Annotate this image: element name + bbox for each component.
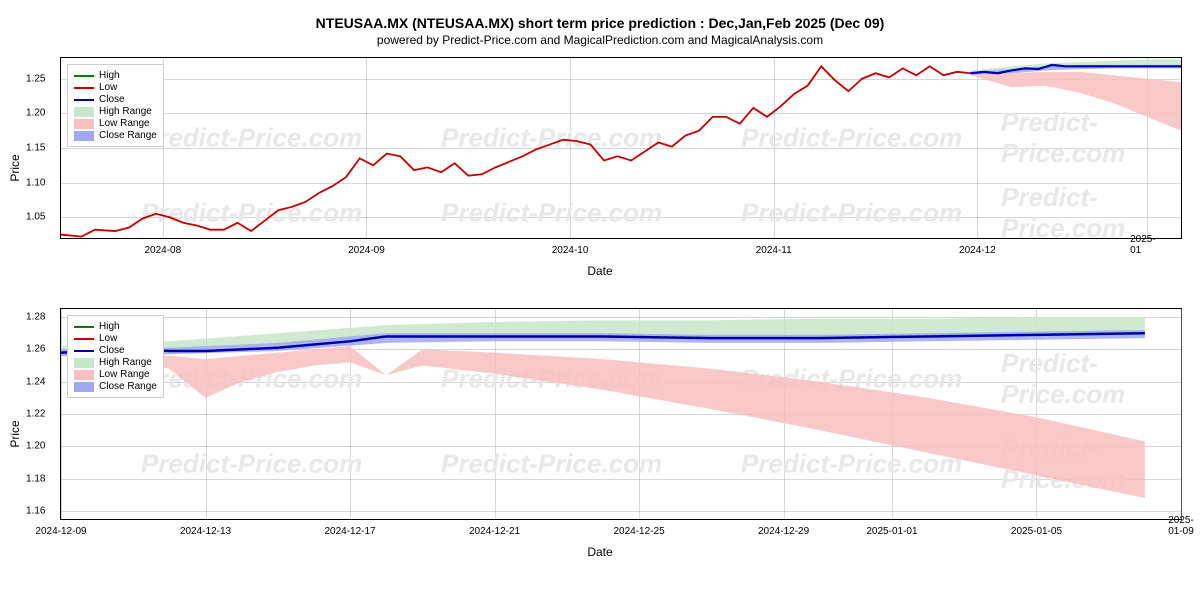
chart-title: NTEUSAA.MX (NTEUSAA.MX) short term price… <box>10 15 1190 31</box>
xtick-label: 2024-12-21 <box>469 526 520 537</box>
chart1-xlabel: Date <box>10 264 1190 278</box>
xtick-label: 2024-12-17 <box>324 526 375 537</box>
xtick-label: 2025-01-05 <box>1011 526 1062 537</box>
chart2-container: Price HighLowCloseHigh RangeLow RangeClo… <box>10 308 1190 559</box>
xtick-label: 2024-11 <box>756 245 792 256</box>
legend-item: Low <box>74 333 157 344</box>
xtick-label: 2024-12-29 <box>758 526 809 537</box>
legend-item: Low <box>74 82 157 93</box>
xtick-label: 2024-12 <box>959 245 996 256</box>
ytick-label: 1.28 <box>26 312 45 323</box>
xtick-label: 2024-12-09 <box>35 526 86 537</box>
ytick-label: 1.16 <box>26 505 45 516</box>
xtick-label: 2024-10 <box>552 245 589 256</box>
chart-svg <box>61 58 1181 238</box>
low-range-area <box>61 346 1145 498</box>
legend-label: Close Range <box>99 130 157 141</box>
legend-swatch <box>74 350 94 352</box>
legend-item: High Range <box>74 106 157 117</box>
xtick-label: 2025-01-01 <box>866 526 917 537</box>
legend-label: Close <box>99 345 125 356</box>
low-range-area <box>971 72 1181 131</box>
legend-swatch <box>74 370 94 380</box>
chart2-plot-area: HighLowCloseHigh RangeLow RangeClose Ran… <box>60 308 1182 520</box>
ytick-label: 1.18 <box>26 473 45 484</box>
xtick-label: 2024-12-13 <box>180 526 231 537</box>
ytick-label: 1.20 <box>26 108 45 119</box>
ytick-label: 1.25 <box>26 73 45 84</box>
legend-label: High Range <box>99 106 152 117</box>
legend-item: Close Range <box>74 130 157 141</box>
legend-label: Close <box>99 94 125 105</box>
ytick-label: 1.24 <box>26 376 45 387</box>
chart1-plot-area: HighLowCloseHigh RangeLow RangeClose Ran… <box>60 57 1182 239</box>
ytick-label: 1.22 <box>26 409 45 420</box>
xtick-label: 2024-12-25 <box>613 526 664 537</box>
legend-label: Low <box>99 82 117 93</box>
legend-swatch <box>74 338 94 340</box>
legend-swatch <box>74 131 94 141</box>
legend-label: High <box>99 70 120 81</box>
chart1-ylabel: Price <box>8 154 22 181</box>
chart2-xlabel: Date <box>10 545 1190 559</box>
legend-item: High <box>74 70 157 81</box>
legend-label: Close Range <box>99 381 157 392</box>
legend-item: Close <box>74 94 157 105</box>
gridline-v <box>1181 309 1182 519</box>
legend-label: Low Range <box>99 369 150 380</box>
legend-item: Close Range <box>74 381 157 392</box>
legend-item: Low Range <box>74 369 157 380</box>
ytick-label: 1.20 <box>26 441 45 452</box>
legend-swatch <box>74 382 94 392</box>
ytick-label: 1.26 <box>26 344 45 355</box>
ytick-label: 1.10 <box>26 177 45 188</box>
low-line <box>61 66 971 236</box>
legend-swatch <box>74 87 94 89</box>
ytick-label: 1.15 <box>26 143 45 154</box>
legend-swatch <box>74 358 94 368</box>
legend-label: Low <box>99 333 117 344</box>
legend-swatch <box>74 119 94 129</box>
xtick-label: 2024-09 <box>348 245 385 256</box>
ytick-label: 1.05 <box>26 212 45 223</box>
chart-subtitle: powered by Predict-Price.com and Magical… <box>10 33 1190 47</box>
chart2-legend: HighLowCloseHigh RangeLow RangeClose Ran… <box>67 315 164 398</box>
legend-item: High Range <box>74 357 157 368</box>
legend-swatch <box>74 326 94 328</box>
legend-swatch <box>74 75 94 77</box>
legend-item: Close <box>74 345 157 356</box>
chart1-legend: HighLowCloseHigh RangeLow RangeClose Ran… <box>67 64 164 147</box>
legend-label: Low Range <box>99 118 150 129</box>
legend-swatch <box>74 99 94 101</box>
legend-label: High Range <box>99 357 152 368</box>
xtick-label: 2024-08 <box>144 245 181 256</box>
chart2-ylabel: Price <box>8 420 22 447</box>
chart1-container: Price HighLowCloseHigh RangeLow RangeClo… <box>10 57 1190 278</box>
legend-item: Low Range <box>74 118 157 129</box>
legend-item: High <box>74 321 157 332</box>
legend-label: High <box>99 321 120 332</box>
chart-svg <box>61 309 1181 519</box>
legend-swatch <box>74 107 94 117</box>
